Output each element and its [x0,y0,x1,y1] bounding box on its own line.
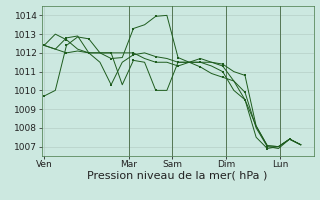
X-axis label: Pression niveau de la mer( hPa ): Pression niveau de la mer( hPa ) [87,171,268,181]
